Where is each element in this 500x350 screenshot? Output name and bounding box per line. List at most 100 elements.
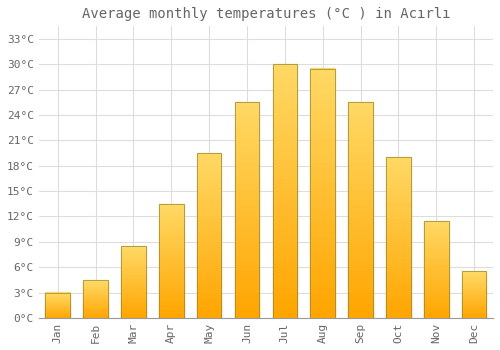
Bar (310, 249, 335, 256)
Bar (348, 189, 373, 194)
Bar (197, 157, 222, 161)
Bar (310, 274, 335, 281)
Bar (272, 216, 297, 223)
Bar (234, 280, 260, 286)
Bar (121, 278, 146, 280)
Bar (234, 189, 260, 194)
Bar (121, 246, 146, 318)
Bar (348, 216, 373, 221)
Bar (272, 280, 297, 286)
Bar (348, 118, 373, 124)
Bar (348, 259, 373, 264)
Bar (462, 311, 486, 312)
Bar (462, 300, 486, 302)
Bar (386, 254, 410, 258)
Bar (121, 270, 146, 271)
Bar (272, 178, 297, 185)
Bar (348, 145, 373, 151)
Bar (386, 181, 410, 186)
Bar (424, 262, 448, 265)
Bar (159, 232, 184, 235)
Bar (84, 280, 108, 318)
Bar (272, 96, 297, 102)
Bar (121, 257, 146, 259)
Bar (197, 301, 222, 306)
Bar (121, 287, 146, 289)
Bar (310, 231, 335, 237)
Bar (272, 293, 297, 299)
Bar (159, 303, 184, 307)
Bar (386, 173, 410, 177)
Bar (159, 258, 184, 261)
Bar (462, 288, 486, 289)
Bar (234, 307, 260, 313)
Bar (234, 253, 260, 259)
Bar (46, 305, 70, 306)
Bar (84, 310, 108, 311)
Bar (234, 205, 260, 210)
Bar (424, 276, 448, 279)
Bar (121, 305, 146, 307)
Bar (310, 87, 335, 93)
Bar (424, 235, 448, 238)
Bar (310, 299, 335, 306)
Bar (348, 232, 373, 237)
Bar (462, 299, 486, 301)
Bar (386, 238, 410, 241)
Bar (197, 223, 222, 227)
Bar (348, 102, 373, 108)
Bar (310, 262, 335, 268)
Bar (121, 264, 146, 266)
Bar (310, 280, 335, 287)
Bar (197, 153, 222, 157)
Bar (310, 306, 335, 312)
Bar (84, 282, 108, 283)
Bar (272, 140, 297, 147)
Bar (272, 102, 297, 109)
Bar (46, 293, 70, 318)
Bar (197, 268, 222, 273)
Bar (121, 259, 146, 260)
Bar (197, 314, 222, 318)
Bar (348, 302, 373, 307)
Bar (424, 221, 448, 318)
Bar (310, 143, 335, 149)
Bar (234, 124, 260, 129)
Bar (121, 294, 146, 296)
Bar (121, 276, 146, 278)
Bar (84, 293, 108, 294)
Bar (159, 215, 184, 218)
Bar (159, 292, 184, 295)
Bar (234, 232, 260, 237)
Bar (234, 248, 260, 253)
Bar (234, 275, 260, 280)
Bar (197, 194, 222, 198)
Bar (310, 112, 335, 118)
Bar (348, 183, 373, 189)
Bar (386, 225, 410, 230)
Bar (386, 286, 410, 290)
Bar (386, 222, 410, 226)
Bar (348, 221, 373, 226)
Bar (234, 270, 260, 275)
Bar (462, 313, 486, 314)
Bar (197, 306, 222, 310)
Bar (84, 311, 108, 312)
Bar (462, 305, 486, 306)
Bar (234, 199, 260, 205)
Bar (424, 243, 448, 245)
Bar (348, 280, 373, 286)
Bar (424, 286, 448, 289)
Bar (348, 124, 373, 129)
Bar (84, 301, 108, 302)
Bar (159, 204, 184, 318)
Bar (197, 161, 222, 166)
Bar (386, 302, 410, 306)
Bar (272, 299, 297, 305)
Bar (84, 312, 108, 313)
Bar (272, 261, 297, 267)
Bar (386, 274, 410, 278)
Bar (348, 210, 373, 216)
Bar (272, 128, 297, 134)
Bar (46, 303, 70, 304)
